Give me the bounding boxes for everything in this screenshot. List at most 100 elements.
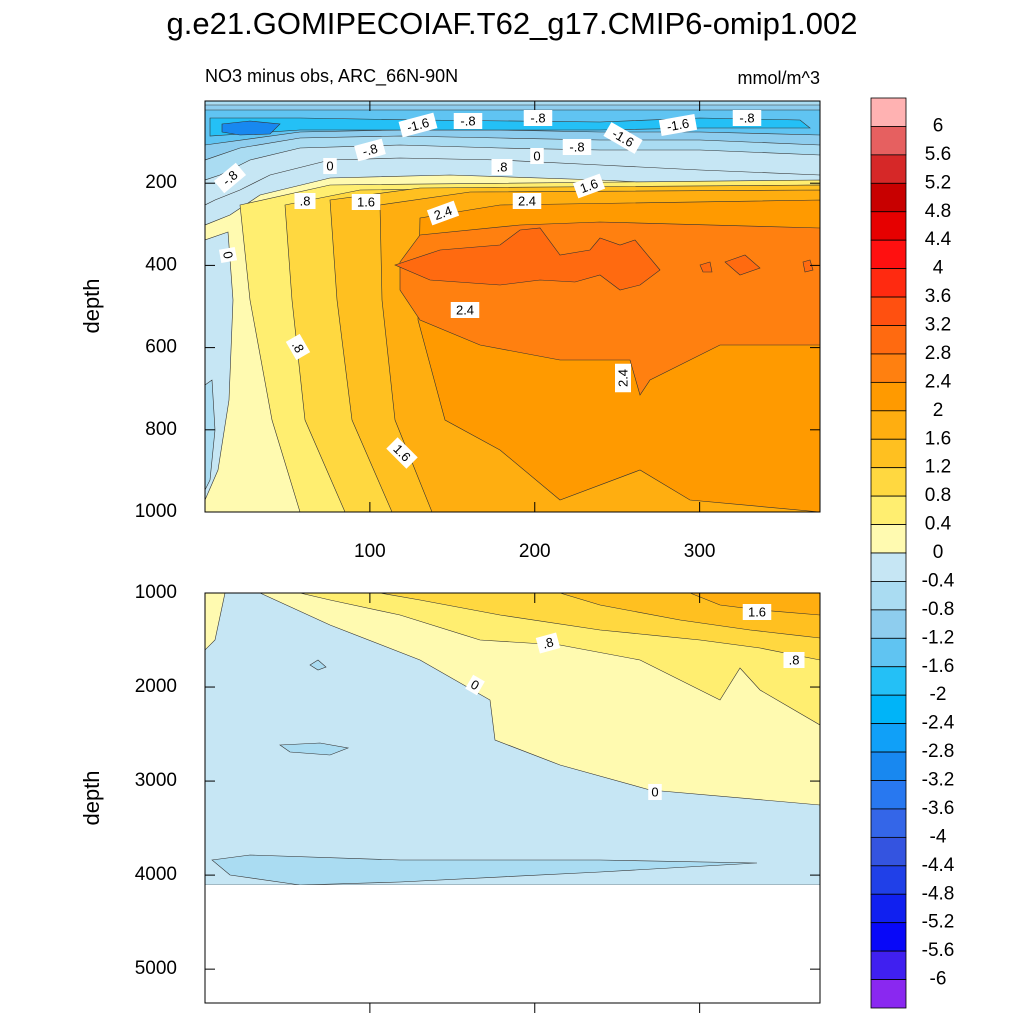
contour-label-text: -1.6 <box>405 115 431 135</box>
colorbar-label: 2 <box>933 400 944 421</box>
contour-label-text: 1.6 <box>748 604 766 619</box>
colorbar-label: 1.2 <box>925 457 951 478</box>
colorbar-box <box>870 751 907 781</box>
colorbar-label: 0.8 <box>925 485 951 506</box>
colorbar-box <box>870 182 907 213</box>
colorbar-box <box>870 865 907 895</box>
contour-label-text: 0 <box>220 250 236 260</box>
contour-region <box>221 120 281 136</box>
contour-label-box <box>562 139 592 155</box>
contour-label-box <box>648 784 662 800</box>
contour-label-text: 0 <box>651 784 658 799</box>
contour-label: 2.4 <box>450 302 480 318</box>
subtitle-right: mmol/m^3 <box>738 68 820 88</box>
colorbar-label: -5.6 <box>922 940 955 961</box>
colorbar-label: 4.4 <box>925 229 952 250</box>
colorbar-label: 1.6 <box>925 428 951 449</box>
colorbar-label: 5.2 <box>925 172 951 193</box>
contour-label-text: -.8 <box>569 139 584 154</box>
contour-label-box <box>535 632 561 654</box>
colorbar-box <box>870 808 907 838</box>
x-tick-label: 100 <box>354 541 386 562</box>
contour-label-box <box>354 138 386 162</box>
colorbar-label: 3.2 <box>925 315 951 336</box>
y-tick-label: 200 <box>145 172 177 193</box>
colorbar-box <box>870 666 907 696</box>
colorbar-label: 2.4 <box>925 371 952 392</box>
contour-label-box <box>465 674 485 696</box>
colorbar-label: -4.4 <box>922 855 955 876</box>
colorbar-label: -1.6 <box>922 656 955 677</box>
colorbar-label: 6 <box>933 115 944 136</box>
contour-label-box <box>572 173 606 199</box>
contour-label-text: -1.6 <box>666 116 691 135</box>
contour-label-text: 1.6 <box>578 176 600 196</box>
contour-region <box>211 854 758 886</box>
plot-frame <box>204 592 821 1004</box>
contour-label: -.8 <box>732 110 762 126</box>
colorbar-box <box>870 581 907 611</box>
colorbar-box <box>870 524 907 554</box>
colorbar-box <box>870 694 907 725</box>
colorbar-label: 5.6 <box>925 144 951 165</box>
contour-label-box <box>386 437 418 469</box>
contour-label-text: -.8 <box>460 113 475 128</box>
contour-label: 1.6 <box>742 604 772 620</box>
contour-label-box <box>603 122 643 154</box>
colorbar-label: -4 <box>930 826 947 847</box>
plot-frame <box>204 100 821 513</box>
contour-label-text: 2.4 <box>456 302 474 317</box>
contour-label-box <box>398 112 438 138</box>
contour-label: 0 <box>648 784 662 800</box>
contour-label-box <box>323 158 337 174</box>
contour-fill <box>205 593 820 886</box>
colorbar-box <box>870 637 907 668</box>
contour-label-box <box>658 113 698 137</box>
contour-fill <box>205 101 820 512</box>
contour-region <box>205 379 216 491</box>
subtitle-left: NO3 minus obs, ARC_66N-90N <box>205 66 458 87</box>
contour-region <box>205 593 226 651</box>
colorbar-box <box>870 979 907 1009</box>
colorbar-label: 3.6 <box>925 286 951 307</box>
colorbar-label: 4 <box>933 258 944 279</box>
contour-label-text: .8 <box>497 159 508 174</box>
contour-label: 0 <box>218 246 238 264</box>
y-tick-label: 5000 <box>135 958 177 979</box>
colorbar-box <box>870 268 907 298</box>
y-tick-label: 4000 <box>135 864 177 885</box>
contour-label: -.8 <box>354 138 386 162</box>
contour-label-text: 2.4 <box>432 203 454 223</box>
y-axis-label: depth <box>79 278 104 333</box>
colorbar-label: -2 <box>930 684 947 705</box>
colorbar-box <box>870 211 907 241</box>
colorbar-label: -3.6 <box>922 798 955 819</box>
colorbar-label: 2.8 <box>925 343 951 364</box>
contour-label: -.8 <box>562 139 592 155</box>
contour-region <box>699 261 713 273</box>
contour-region <box>802 259 814 273</box>
contour-label-box <box>742 604 772 620</box>
colorbar-box <box>870 552 907 582</box>
contour-label: 1.6 <box>572 173 606 199</box>
colorbar-label: -3.2 <box>922 770 955 791</box>
contour-label-text: 0 <box>533 148 540 163</box>
contour-region <box>394 227 661 291</box>
colorbar-box <box>870 97 907 127</box>
contour-label: 2.4 <box>615 363 631 393</box>
contour-label-text: 2.4 <box>615 369 630 387</box>
colorbar-label: 0.4 <box>925 514 952 535</box>
colorbar-box <box>870 723 907 753</box>
contour-label: .8 <box>294 193 316 209</box>
contour-region <box>724 254 761 276</box>
colorbar-box <box>870 780 907 810</box>
colorbar-box <box>870 893 907 924</box>
contour-label: 1.6 <box>351 194 381 210</box>
colorbar-box <box>870 353 907 383</box>
y-axis-label: depth <box>79 770 104 825</box>
colorbar-box <box>870 836 907 867</box>
contour-label: .8 <box>491 159 513 175</box>
contour-label: .8 <box>783 652 805 668</box>
y-tick-label: 1000 <box>135 501 177 522</box>
y-tick-label: 800 <box>145 419 177 440</box>
